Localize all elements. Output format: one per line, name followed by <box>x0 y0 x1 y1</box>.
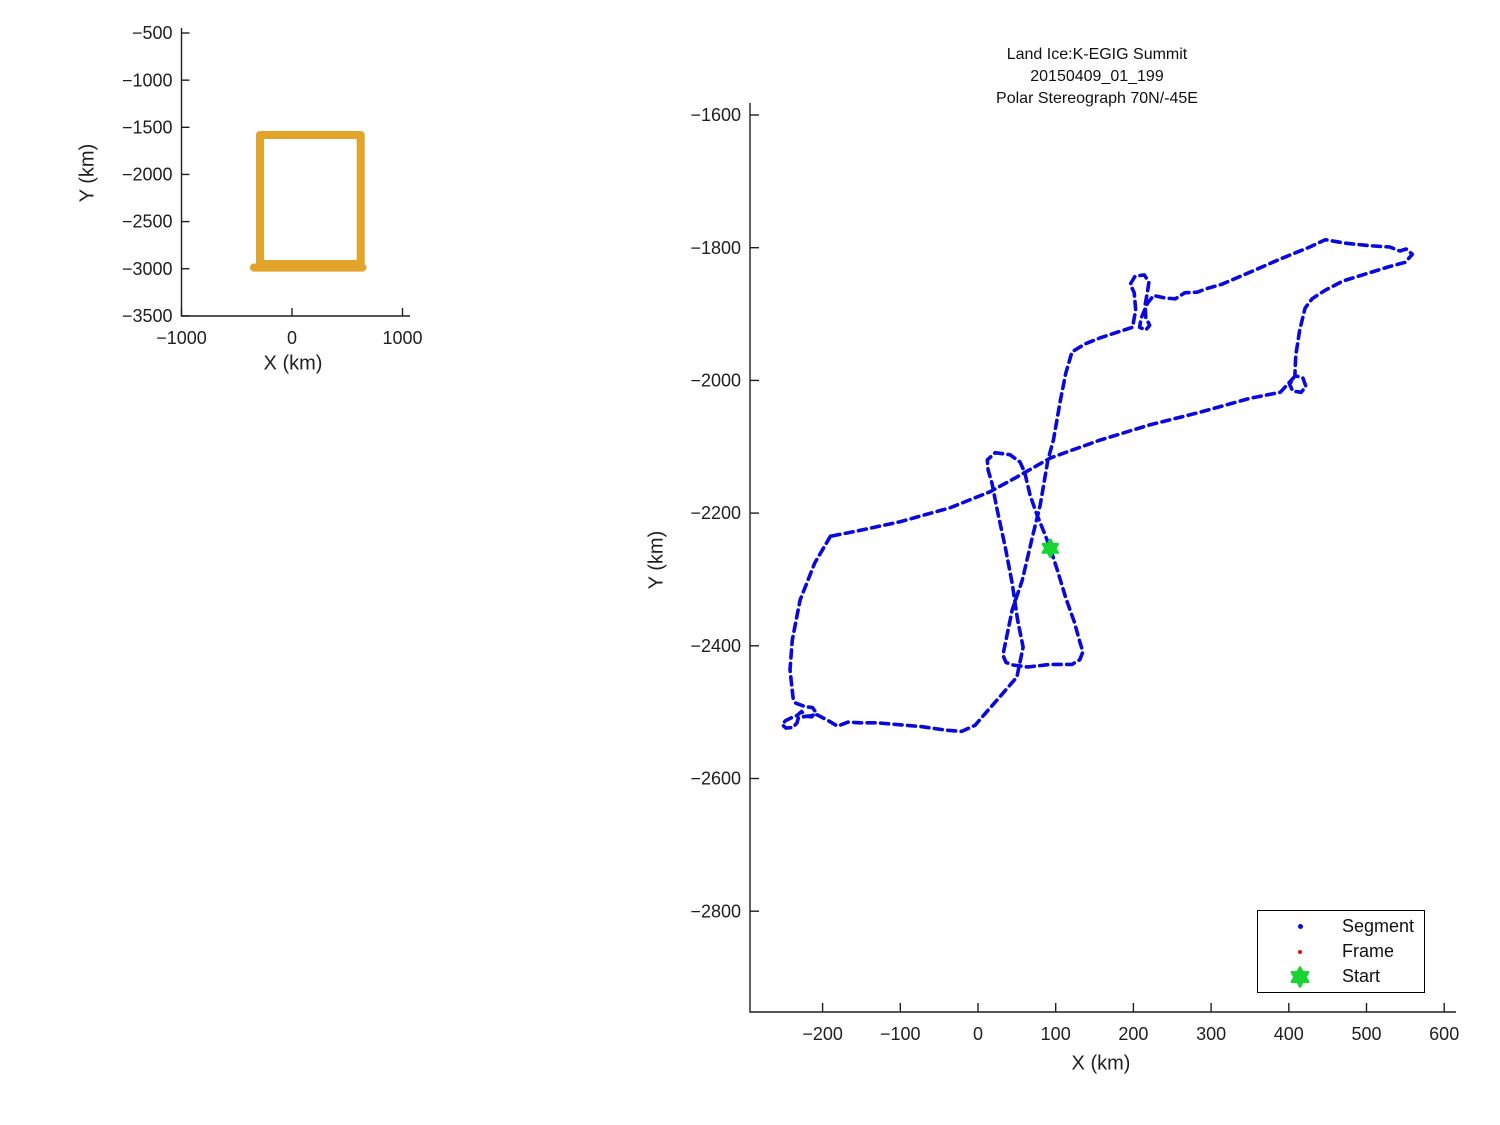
overview-y-tick-label: −2500 <box>122 212 173 232</box>
main-plot: −1600 −1800 −2000 −2200 −2400 −2600 −2800 −200 −… <box>690 103 1459 1044</box>
legend: Segment Frame Start <box>1257 910 1425 993</box>
main-y-tick-label: −2200 <box>690 503 741 523</box>
overview-x-tick-label: −1000 <box>156 328 207 348</box>
overview-plot: −500−1000−1500−2000−2500−3000−3500−1000 0… <box>122 23 423 348</box>
overview-x-axis-label: X (km) <box>263 352 323 375</box>
legend-item-segment: Segment <box>1258 914 1424 939</box>
legend-dot <box>1297 924 1303 929</box>
main-y-tick-label: −2800 <box>690 901 741 921</box>
legend-dot <box>1298 949 1302 954</box>
main-x-tick-label: −100 <box>880 1024 921 1044</box>
start-marker-icon <box>1258 965 1342 989</box>
main-x-axis-label: X (km) <box>1071 1052 1131 1075</box>
coverage-outline <box>256 131 365 268</box>
main-plot-title: Land Ice:K-EGIG Summit 20150409_01_199 P… <box>797 44 1397 110</box>
frame-marker-icon <box>1258 949 1342 954</box>
title-line-3: Polar Stereograph 70N/-45E <box>996 90 1198 107</box>
overview-x-tick-label: 0 <box>287 328 297 348</box>
overview-y-axis-label: Y (km) <box>76 143 99 203</box>
main-y-tick-label: −2000 <box>690 371 741 391</box>
title-line-2: 20150409_01_199 <box>1030 68 1164 85</box>
main-x-tick-label: 500 <box>1351 1024 1381 1044</box>
main-y-tick-label: −1600 <box>690 105 741 125</box>
overview-y-tick-label: −1500 <box>122 117 173 137</box>
main-y-tick-label: −2400 <box>690 636 741 656</box>
segment-marker-icon <box>1258 924 1342 929</box>
overview-y-tick-label: −2000 <box>122 165 173 185</box>
legend-item-frame: Frame <box>1258 939 1424 964</box>
main-y-tick-label: −2600 <box>690 769 741 789</box>
legend-item-start: Start <box>1258 964 1424 989</box>
main-x-tick-label: 300 <box>1196 1024 1226 1044</box>
overview-y-tick-label: −500 <box>132 23 173 43</box>
main-x-tick-label: 100 <box>1041 1024 1071 1044</box>
main-x-tick-label: 600 <box>1429 1024 1459 1044</box>
overview-y-tick-label: −3500 <box>122 306 173 326</box>
main-y-tick-label: −1800 <box>690 238 741 258</box>
main-x-tick-label: 400 <box>1274 1024 1304 1044</box>
segment-path <box>780 237 1415 734</box>
legend-hexagram <box>1290 965 1310 988</box>
legend-label-frame: Frame <box>1342 941 1395 961</box>
main-x-tick-label: 0 <box>973 1024 983 1044</box>
start-marker <box>1041 538 1059 559</box>
legend-label-start: Start <box>1342 966 1381 986</box>
main-y-axis-label: Y (km) <box>645 530 668 590</box>
main-x-tick-label: −200 <box>802 1024 843 1044</box>
main-axis <box>749 103 1456 1013</box>
overview-y-tick-label: −3000 <box>122 259 173 279</box>
overview-axis <box>180 28 410 317</box>
overview-y-tick-label: −1000 <box>122 70 173 90</box>
legend-label-segment: Segment <box>1342 916 1415 936</box>
title-line-1: Land Ice:K-EGIG Summit <box>1006 46 1188 63</box>
main-x-tick-label: 200 <box>1118 1024 1148 1044</box>
overview-x-tick-label: 1000 <box>382 328 422 348</box>
